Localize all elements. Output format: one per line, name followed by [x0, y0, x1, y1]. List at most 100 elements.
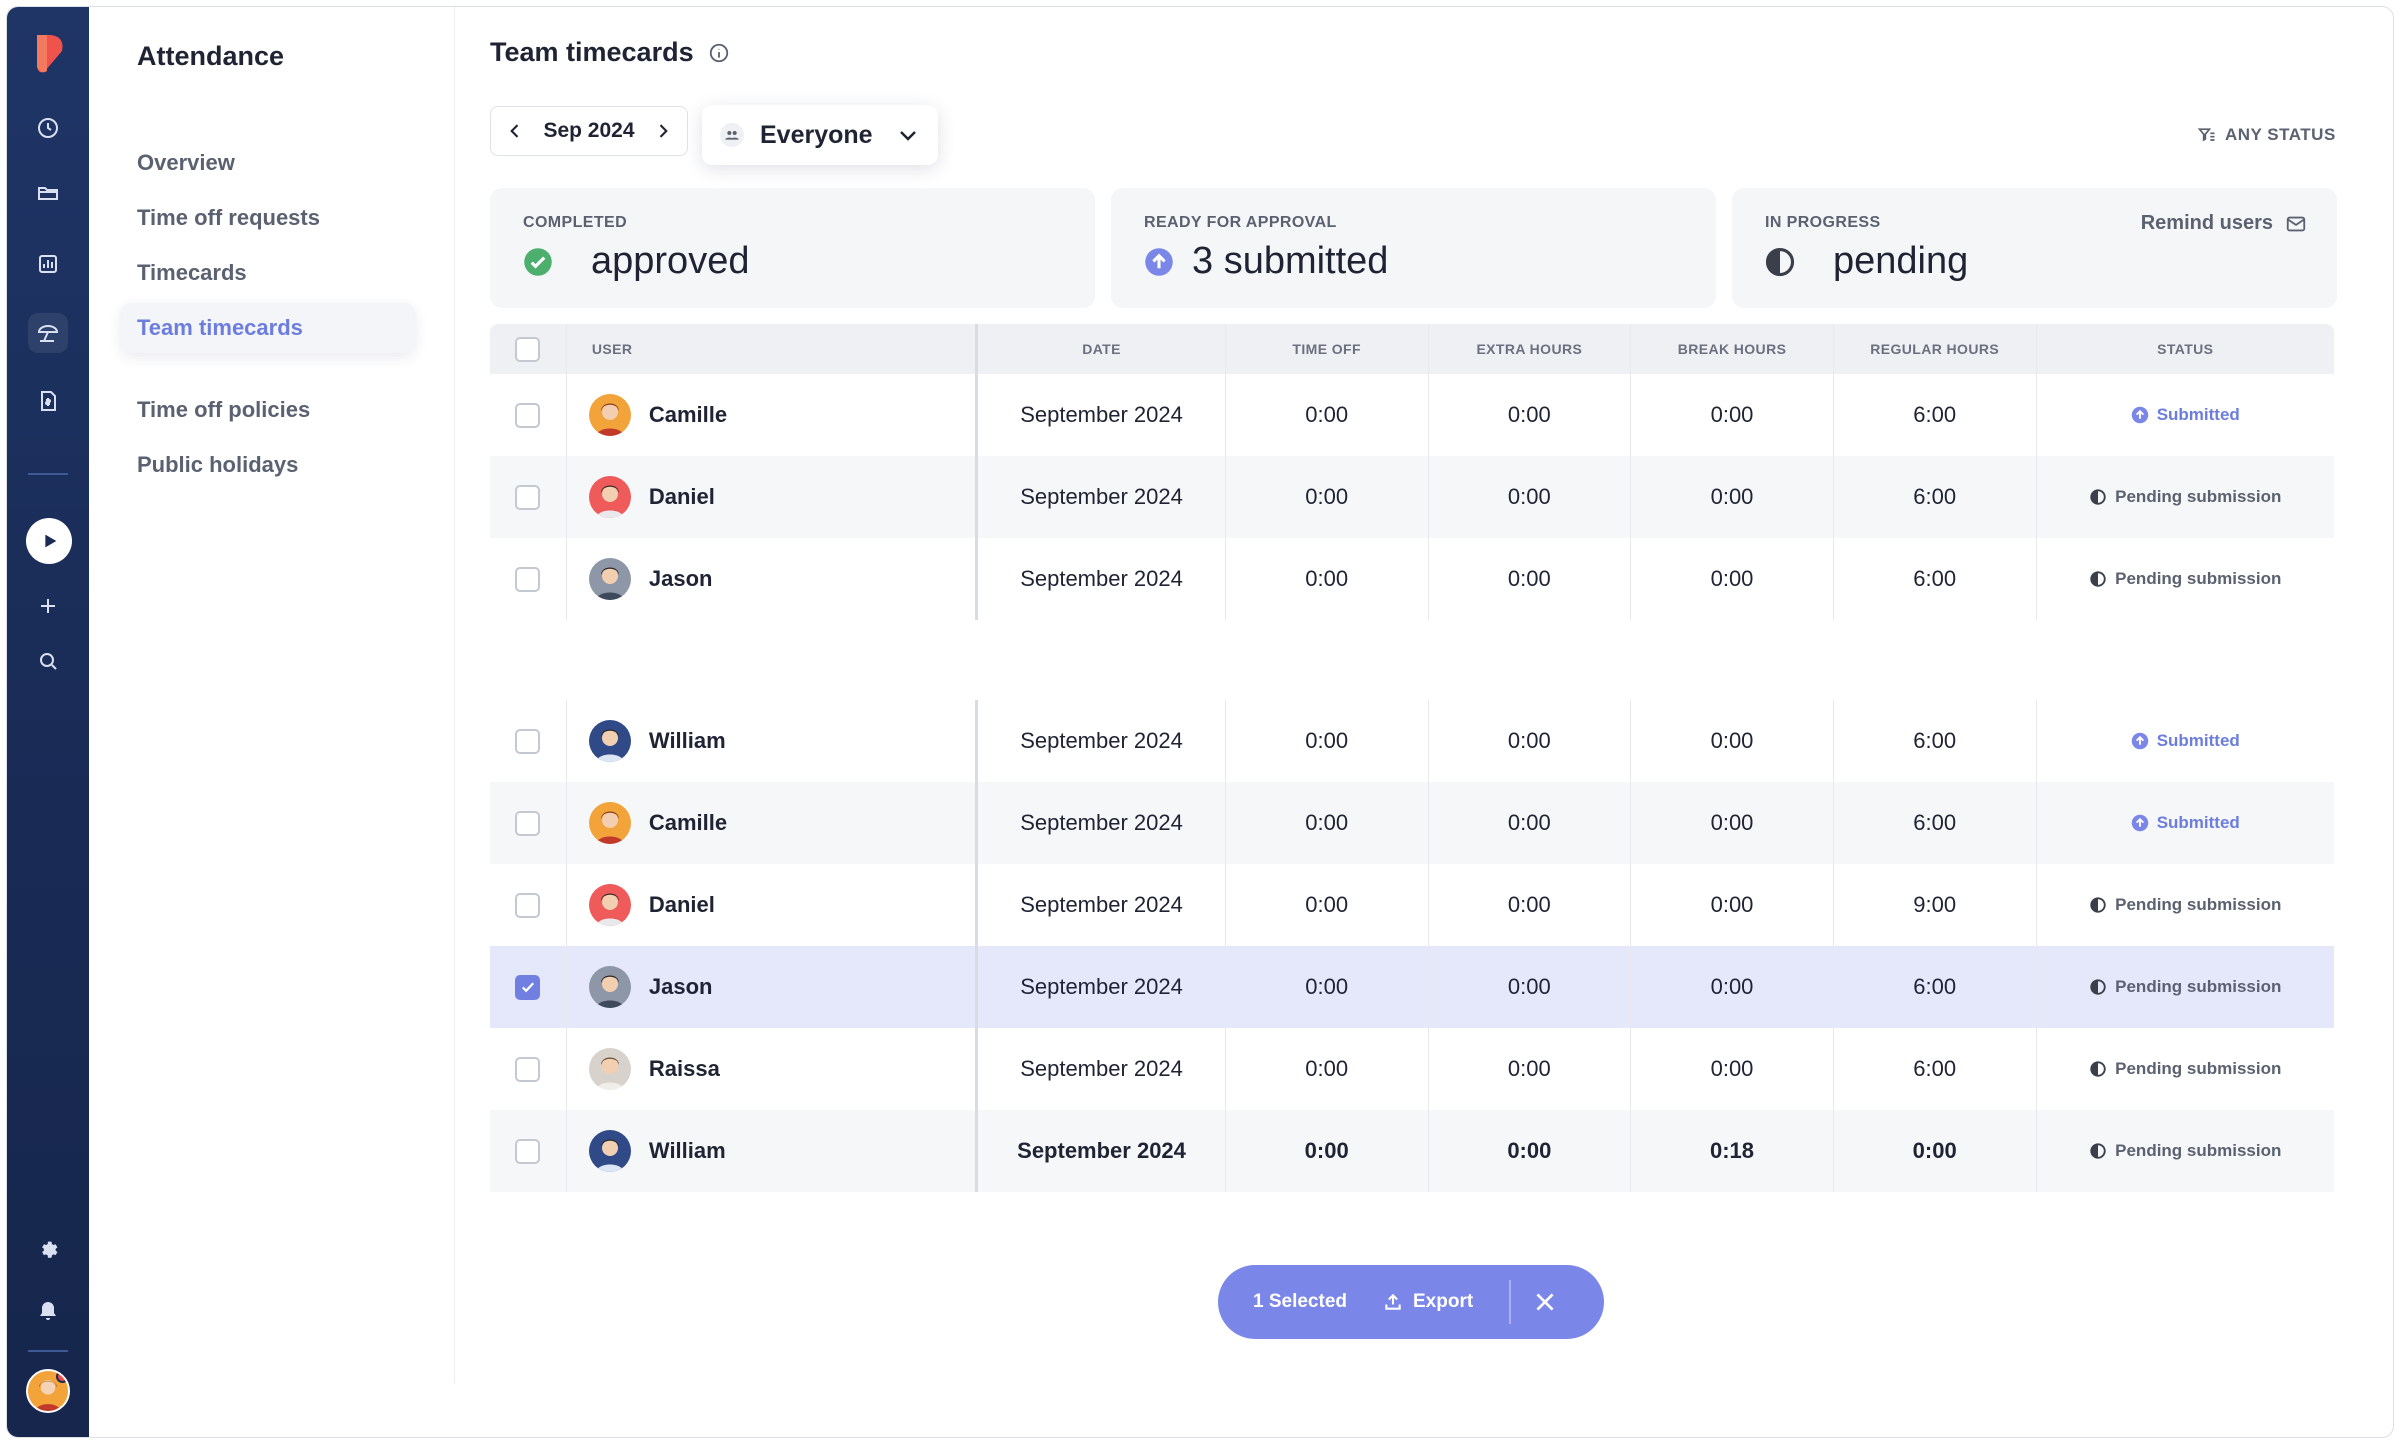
checkbox-cell	[490, 700, 567, 782]
page-title: Team timecards	[490, 37, 730, 68]
table-row[interactable]: Camille September 2024 0:00 0:00 0:00 6:…	[490, 782, 2334, 864]
row-checkbox[interactable]	[515, 728, 541, 754]
row-checkbox[interactable]	[515, 810, 541, 836]
column-header-regular-hours[interactable]: REGULAR HOURS	[1834, 324, 2037, 374]
subnav-item-timecards[interactable]: Timecards	[137, 260, 247, 285]
status-badge: Pending submission	[2037, 1110, 2335, 1192]
break-hours-cell: 0:00	[1631, 946, 1834, 1028]
status-label: Pending submission	[2115, 1059, 2282, 1078]
status-filter[interactable]: ANY STATUS	[2197, 125, 2336, 145]
half-circle-icon	[2090, 897, 2106, 913]
user-name: Raissa	[648, 1056, 720, 1081]
subnav-item-team-timecards[interactable]: Team timecards	[121, 303, 415, 353]
people-icon	[720, 123, 744, 147]
table-row[interactable]: Daniel September 2024 0:00 0:00 0:00 6:0…	[490, 456, 2334, 538]
extra-hours-cell: 0:00	[1429, 538, 1632, 620]
extra-hours-cell: 0:00	[1429, 700, 1632, 782]
arrow-up-circle-icon	[2131, 814, 2148, 832]
row-checkbox[interactable]	[515, 566, 541, 592]
checkbox-cell	[490, 946, 567, 1028]
time-off-cell: 0:00	[1226, 782, 1429, 864]
column-header-date[interactable]: DATE	[978, 324, 1226, 374]
clock-icon[interactable]	[28, 108, 68, 148]
row-checkbox[interactable]	[515, 402, 541, 428]
arrow-up-circle-icon	[2131, 406, 2148, 424]
user-avatar[interactable]	[26, 1369, 70, 1413]
column-header-break-hours[interactable]: BREAK HOURS	[1631, 324, 1834, 374]
column-header-extra-hours[interactable]: EXTRA HOURS	[1429, 324, 1632, 374]
report-icon[interactable]	[28, 244, 68, 284]
notification-dot	[56, 1371, 68, 1383]
beach-umbrella-icon[interactable]	[28, 313, 68, 353]
folder-icon[interactable]	[28, 173, 68, 213]
bell-icon[interactable]	[28, 1291, 68, 1331]
user-name: William	[648, 728, 726, 753]
status-label: Pending submission	[2115, 1141, 2282, 1160]
status-filter-label: ANY STATUS	[2225, 125, 2336, 144]
table-row[interactable]: William September 2024 0:00 0:00 0:00 6:…	[490, 700, 2334, 782]
date-cell: September 2024	[978, 1028, 1226, 1110]
column-header-status[interactable]: STATUS	[2157, 341, 2214, 357]
column-header-user[interactable]: USER	[567, 324, 979, 374]
checkbox-cell	[490, 864, 567, 946]
avatar	[588, 720, 631, 762]
plus-icon[interactable]	[28, 586, 68, 626]
avatar	[588, 1048, 631, 1090]
break-hours-cell: 0:00	[1631, 700, 1834, 782]
invoice-icon[interactable]	[28, 381, 68, 421]
row-checkbox[interactable]	[515, 892, 541, 918]
user-cell: Jason	[567, 946, 979, 1028]
chevron-right-icon[interactable]	[653, 121, 673, 141]
row-checkbox[interactable]	[515, 974, 541, 1000]
in-progress-value: pending	[1833, 240, 1969, 282]
table-row[interactable]: Jason September 2024 0:00 0:00 0:00 6:00…	[490, 946, 2334, 1028]
user-name: William	[648, 1138, 726, 1163]
card-label: IN PROGRESS	[1765, 214, 1881, 231]
chevron-down-icon	[900, 131, 916, 141]
subnav-item-overview[interactable]: Overview	[137, 150, 235, 175]
gear-icon[interactable]	[28, 1230, 68, 1270]
row-checkbox[interactable]	[515, 1138, 541, 1164]
people-filter-select[interactable]: Everyone	[702, 105, 938, 165]
selected-count: 1 Selected	[1253, 1291, 1347, 1312]
search-icon[interactable]	[28, 641, 68, 681]
chevron-left-icon[interactable]	[505, 121, 525, 141]
month-label: Sep 2024	[543, 119, 635, 142]
export-button[interactable]: Export	[1383, 1291, 1473, 1313]
status-badge: Pending submission	[2037, 456, 2335, 538]
play-button[interactable]	[26, 518, 72, 564]
rail-divider	[28, 1350, 68, 1352]
table-row[interactable]: Camille September 2024 0:00 0:00 0:00 6:…	[490, 374, 2334, 456]
row-checkbox[interactable]	[515, 1056, 541, 1082]
card-value: 3 submitted	[1144, 240, 1388, 283]
half-circle-icon	[1765, 247, 1795, 276]
app-window: Attendance Overview Time off requests Ti…	[6, 6, 2394, 1438]
table-row[interactable]: Raissa September 2024 0:00 0:00 0:00 6:0…	[490, 1028, 2334, 1110]
close-icon[interactable]	[1529, 1286, 1561, 1318]
avatar	[588, 1130, 631, 1172]
table-row[interactable]: Daniel September 2024 0:00 0:00 0:00 9:0…	[490, 864, 2334, 946]
select-all-checkbox[interactable]	[515, 336, 541, 362]
user-name: Jason	[648, 974, 713, 999]
subnav-item-public-holidays[interactable]: Public holidays	[137, 452, 299, 477]
extra-hours-cell: 0:00	[1429, 782, 1632, 864]
table-row[interactable]: Jason September 2024 0:00 0:00 0:00 6:00…	[490, 538, 2334, 620]
user-name: Camille	[648, 810, 728, 835]
time-off-cell: 0:00	[1226, 374, 1429, 456]
subnav-item-time-off-requests[interactable]: Time off requests	[137, 205, 320, 230]
column-header-time-off[interactable]: TIME OFF	[1226, 324, 1429, 374]
row-checkbox[interactable]	[515, 484, 541, 510]
remind-users-button[interactable]: Remind users	[2141, 212, 2307, 235]
brand-logo-icon[interactable]	[29, 31, 69, 75]
user-cell: Raissa	[567, 1028, 979, 1110]
info-icon[interactable]	[708, 42, 730, 64]
secondary-sidebar: Attendance Overview Time off requests Ti…	[89, 7, 455, 1383]
date-cell: September 2024	[978, 946, 1226, 1028]
avatar	[588, 558, 631, 600]
extra-hours-cell: 0:00	[1429, 1110, 1632, 1192]
subnav-item-time-off-policies[interactable]: Time off policies	[137, 397, 311, 422]
time-off-cell: 0:00	[1226, 1110, 1429, 1192]
in-progress-card: IN PROGRESS pending Remind users	[1732, 188, 2337, 308]
month-picker: Sep 2024	[490, 106, 688, 156]
table-row[interactable]: William September 2024 0:00 0:00 0:18 0:…	[490, 1110, 2334, 1192]
